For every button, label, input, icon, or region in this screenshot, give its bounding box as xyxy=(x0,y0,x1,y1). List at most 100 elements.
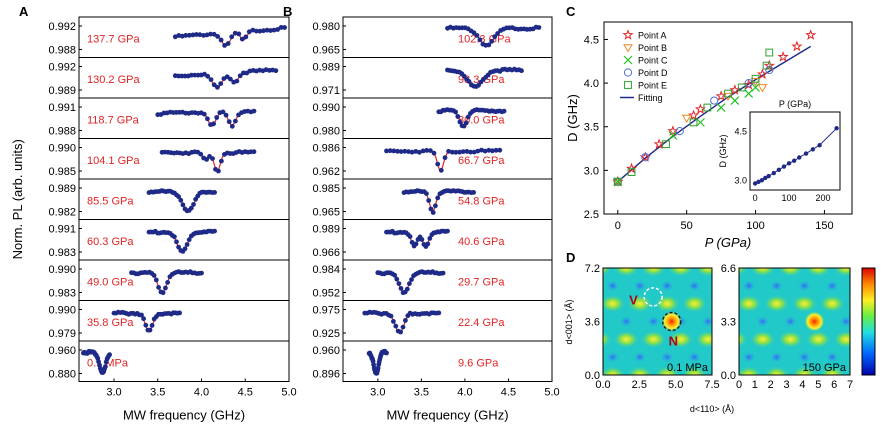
pressure-label: 137.7 GPa xyxy=(87,33,140,45)
data-point xyxy=(205,116,210,122)
x-axis-label: d<110> (Å) xyxy=(690,404,734,414)
density-blob xyxy=(805,330,832,349)
inset-point xyxy=(781,164,787,169)
data-point xyxy=(264,27,270,33)
data-point xyxy=(428,206,434,212)
ytick-label: 0.0 xyxy=(721,370,736,382)
legend-label: Point C xyxy=(638,56,668,66)
density-blob xyxy=(640,268,667,277)
density-blob xyxy=(681,366,708,375)
y-axis-label: Norm. PL (arb. units) xyxy=(10,139,25,259)
marker-point-d xyxy=(744,78,753,88)
ytick-label: 0.980 xyxy=(312,126,340,138)
marker-point-e xyxy=(613,177,622,186)
subplot-frame xyxy=(342,219,553,261)
x-axis-label: MW frequency (GHz) xyxy=(386,408,508,423)
data-point xyxy=(388,313,394,319)
data-point xyxy=(453,149,459,155)
colorbar xyxy=(861,267,876,376)
panel-d: D V N 0.1 MPa 0.0 2.5 5.0 7.5 7.2 3.6 0.0 150 GPa 0 1… xyxy=(564,250,876,414)
ytick-label: 0.0 xyxy=(585,370,600,382)
data-point xyxy=(254,28,259,34)
data-point xyxy=(438,167,444,173)
density-blob xyxy=(833,268,850,277)
data-point xyxy=(268,28,273,33)
data-point xyxy=(186,237,192,243)
xtick-label: 0 xyxy=(615,220,621,232)
pressure-label: 85.5 GPa xyxy=(87,195,134,207)
data-point xyxy=(153,277,159,283)
inset-point xyxy=(763,175,768,181)
marker-point-e xyxy=(762,61,771,70)
inset-point xyxy=(797,155,802,160)
data-point xyxy=(430,210,436,215)
marker-point-a xyxy=(805,29,817,40)
spectrum-subplot-a-3: 0.990 0.985 104.1 GPa xyxy=(48,138,290,180)
density-blob xyxy=(833,330,850,349)
density-blob xyxy=(695,268,712,277)
data-point xyxy=(490,148,495,154)
ytick-label: 0.991 xyxy=(48,102,76,114)
spectrum-subplot-a-6: 0.990 0.983 49.0 GPa xyxy=(48,259,290,301)
marker-point-e xyxy=(737,83,746,92)
pressure-label: 102.3 GPa xyxy=(458,33,511,45)
x-axis-label: MW frequency (GHz) xyxy=(123,408,245,423)
density-blob xyxy=(708,297,712,310)
data-point xyxy=(409,277,414,282)
data-point xyxy=(398,286,404,291)
ytick-label: 0.983 xyxy=(48,288,76,300)
xtick-label: 150 xyxy=(815,220,833,232)
nitrogen-label: N xyxy=(669,334,678,349)
data-point xyxy=(251,149,257,155)
x-axis-label: P (GPa) xyxy=(705,235,751,250)
ytick-label: 0.989 xyxy=(312,224,340,236)
data-point xyxy=(400,324,406,330)
heatmap-density xyxy=(739,268,850,375)
pressure-label: 130.2 GPa xyxy=(87,74,140,86)
data-point xyxy=(471,190,476,195)
data-point xyxy=(205,73,211,79)
density-hole xyxy=(769,279,784,292)
spectrum-subplot-a-1: 0.992 0.989 130.2 GPa xyxy=(48,57,290,99)
density-hole xyxy=(687,351,702,364)
ytick-label: 0.990 xyxy=(312,102,340,114)
data-point xyxy=(174,239,179,245)
nv-center-density xyxy=(804,311,825,332)
density-hole xyxy=(701,315,712,328)
ytick-label: 0.992 xyxy=(48,21,76,33)
data-point xyxy=(406,149,411,155)
inset-point xyxy=(771,170,776,176)
xtick-label: 3.0 xyxy=(106,387,121,399)
density-hole xyxy=(687,279,702,292)
ytick-label: 0.979 xyxy=(48,328,76,340)
density-hole xyxy=(660,351,675,364)
density-hole xyxy=(632,351,647,364)
data-point xyxy=(394,276,400,282)
data-point xyxy=(497,147,503,153)
marker-point-d xyxy=(675,126,684,136)
data-point xyxy=(501,108,507,114)
data-point xyxy=(232,30,238,36)
data-point xyxy=(208,77,214,82)
density-blob xyxy=(603,330,612,348)
data-point xyxy=(427,236,433,241)
inset-point xyxy=(810,147,816,152)
data-point xyxy=(457,149,462,155)
xtick-label: 4.0 xyxy=(194,387,209,399)
density-blob xyxy=(681,294,708,313)
subplot-frame xyxy=(342,57,553,99)
subplot-frame xyxy=(342,16,553,58)
marker-point-b xyxy=(612,178,623,187)
data-point xyxy=(391,148,397,154)
subplot-frame xyxy=(342,259,553,301)
data-point xyxy=(198,151,204,157)
xtick-label: 100 xyxy=(746,220,764,232)
marker-point-c xyxy=(751,83,760,92)
density-hole xyxy=(741,351,756,364)
subplot-frame xyxy=(342,138,553,180)
data-point xyxy=(474,33,480,38)
spectrum-subplot-b-4: 0.985 0.965 54.8 GPa xyxy=(312,178,553,220)
ytick-label: 0.965 xyxy=(312,207,340,219)
data-point xyxy=(261,28,266,34)
